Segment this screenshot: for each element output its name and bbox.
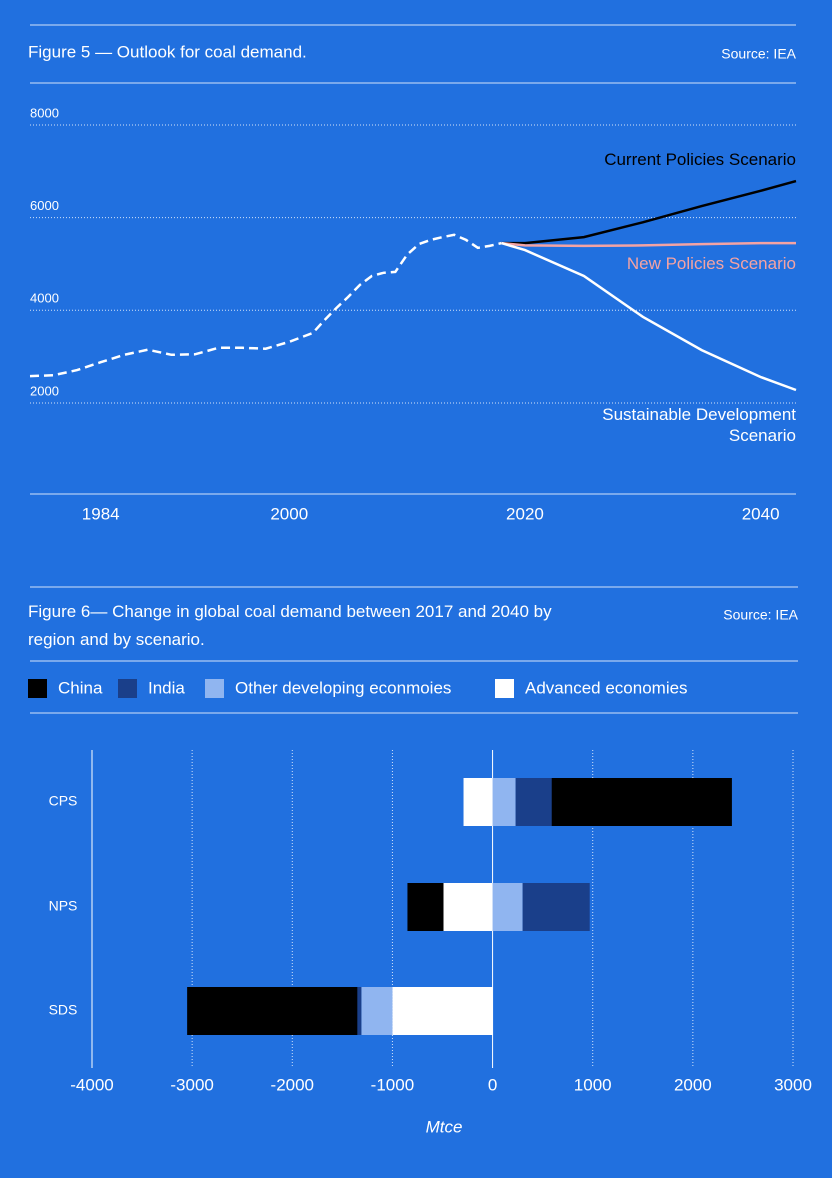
x-tick-label: 2000: [674, 1075, 712, 1094]
bar-segment: [187, 987, 358, 1035]
bar-segment: [407, 883, 444, 931]
x-tick-label: 2020: [506, 504, 544, 523]
y-tick-label: 2000: [30, 383, 59, 398]
source: Source: IEA: [721, 46, 796, 62]
legend-label: China: [58, 678, 103, 697]
series-label: Sustainable Development Scenario: [602, 404, 796, 445]
source: Source: IEA: [723, 607, 798, 623]
x-tick-label: 1984: [82, 504, 120, 523]
x-tick-label: -3000: [170, 1075, 213, 1094]
series-label: Current Policies Scenario: [604, 150, 796, 170]
x-tick-label: -4000: [70, 1075, 113, 1094]
series-label: New Policies Scenario: [626, 254, 796, 274]
line-series: [501, 179, 797, 245]
legend-label: Advanced economies: [525, 678, 688, 697]
line-series: [501, 241, 796, 248]
x-tick-label: 3000: [774, 1075, 812, 1094]
legend-swatch: [118, 679, 137, 698]
bar-segment: [463, 778, 493, 826]
line-series: [501, 241, 797, 392]
chart-title: Figure 5 — Outlook for coal demand.: [28, 42, 307, 61]
legend-label: Other developing econmoies: [235, 678, 451, 697]
y-tick-label: NPS: [49, 898, 78, 914]
bar-segment: [361, 987, 393, 1035]
bar-segment: [551, 778, 732, 826]
y-tick-label: 6000: [30, 198, 59, 213]
x-tick-label: 2000: [270, 504, 308, 523]
x-tick-label: -2000: [271, 1075, 314, 1094]
bar-segment: [515, 778, 552, 826]
x-tick-label: 1000: [574, 1075, 612, 1094]
bar-segment: [492, 883, 523, 931]
y-tick-label: 8000: [30, 105, 59, 120]
legend-label: India: [148, 678, 185, 697]
bar-segment: [522, 883, 590, 931]
legend-swatch: [495, 679, 514, 698]
y-tick-label: SDS: [49, 1002, 78, 1018]
bar-segment: [492, 778, 516, 826]
bar-segment: [392, 987, 493, 1035]
bar-segment: [443, 883, 493, 931]
bar-segment: [357, 987, 362, 1035]
x-tick-label: 2040: [742, 504, 780, 523]
y-tick-label: 4000: [30, 291, 59, 306]
x-tick-label: 0: [488, 1075, 497, 1094]
line-series: [29, 233, 502, 378]
legend-swatch: [205, 679, 224, 698]
x-tick-label: -1000: [371, 1075, 414, 1094]
y-tick-label: CPS: [49, 793, 78, 809]
x-axis-title: Mtce: [426, 1117, 463, 1136]
chart-title: Figure 6— Change in global coal demand b…: [28, 602, 552, 649]
legend-swatch: [28, 679, 47, 698]
